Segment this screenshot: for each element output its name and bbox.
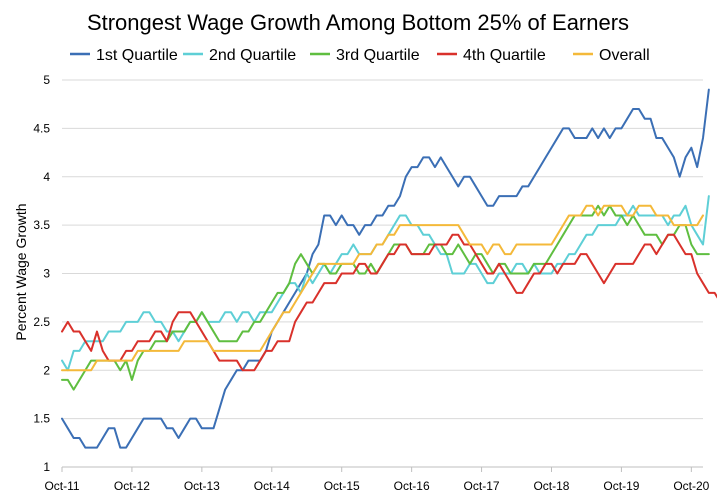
- series-lines: [61, 88, 717, 449]
- x-tick-label: Oct-13: [184, 479, 220, 493]
- y-tick-label: 1: [43, 460, 50, 474]
- x-tick-label: Oct-17: [464, 479, 500, 493]
- y-tick-label: 4: [43, 170, 50, 184]
- y-tick-label: 2.5: [33, 315, 50, 329]
- x-tick-label: Oct-12: [114, 479, 150, 493]
- legend-label: 4th Quartile: [463, 47, 546, 64]
- chart-title: Strongest Wage Growth Among Bottom 25% o…: [87, 10, 629, 35]
- legend-item-4th-quartile: 4th Quartile: [437, 47, 546, 64]
- y-tick-label: 4.5: [33, 121, 50, 135]
- legend-label: 2nd Quartile: [209, 47, 296, 64]
- x-tick-label: Oct-19: [603, 479, 639, 493]
- legend-label: 3rd Quartile: [336, 47, 420, 64]
- y-axis-label: Percent Wage Growth: [13, 203, 29, 340]
- legend-label: 1st Quartile: [96, 47, 178, 64]
- y-tick-label: 3.5: [33, 218, 50, 232]
- x-tick-label: Oct-15: [324, 479, 360, 493]
- legend-item-2nd-quartile: 2nd Quartile: [183, 47, 296, 64]
- legend: 1st Quartile 2nd Quartile 3rd Quartile 4th …: [70, 47, 650, 64]
- y-tick-label: 1.5: [33, 412, 50, 426]
- x-tick-label: Oct-14: [254, 479, 290, 493]
- legend-item-1st-quartile: 1st Quartile: [70, 47, 178, 64]
- legend-item-3rd-quartile: 3rd Quartile: [310, 47, 420, 64]
- series-line-overall: [61, 204, 704, 372]
- y-tick-label: 3: [43, 267, 50, 281]
- x-tick-label: Oct-20: [673, 479, 709, 493]
- x-tick-label: Oct-11: [44, 479, 79, 493]
- y-tick-label: 2: [43, 363, 50, 377]
- legend-label: Overall: [599, 47, 650, 64]
- axes: 1 1.5 2 2.5 3 3.5 4 4.5 5 Oct-11 Oct-12 Oct-13 Oct-1…: [33, 73, 709, 493]
- series-line-4th-quartile: [61, 233, 717, 372]
- y-tick-label: 5: [43, 73, 50, 87]
- x-tick-label: Oct-18: [533, 479, 569, 493]
- legend-item-overall: Overall: [573, 47, 650, 64]
- series-line-1st-quartile: [61, 88, 710, 449]
- x-tick-label: Oct-16: [394, 479, 430, 493]
